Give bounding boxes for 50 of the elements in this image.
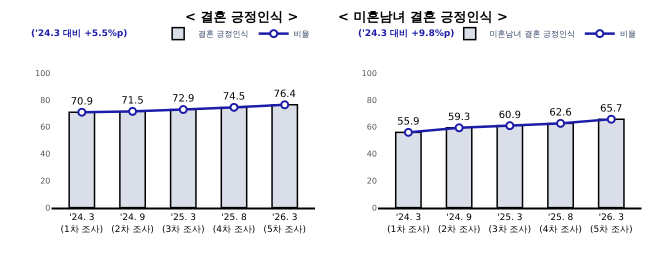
y-tick-label: 80 [40, 96, 50, 105]
point [230, 102, 238, 112]
data-label: 72.9 [172, 94, 194, 105]
x-tick-label: '24. 3 (1차 조사) [387, 213, 430, 235]
point [505, 121, 514, 130]
x-tick-label: '24. 3 (1차 조사) [60, 213, 104, 235]
legend-label: 미혼남녀 결혼 긍정인식 [490, 30, 575, 39]
point [128, 106, 138, 116]
y-tick-label: 60 [366, 122, 377, 132]
y-tick-label: 60 [40, 122, 50, 132]
y-tick-label: 20 [366, 176, 377, 186]
data-label: 55.9 [397, 116, 420, 128]
chart-title: < 결혼 긍정인식 > [185, 10, 298, 25]
x-tick-label: '26. 3 (5차 조사) [590, 213, 633, 235]
data-label: 76.4 [274, 88, 296, 100]
y-tick-label: 0 [372, 203, 377, 212]
text: ('24.3 대비 +9.8%p) [358, 29, 454, 39]
chart-title: < 미혼남녀 결혼 긍정인식 > [338, 10, 508, 25]
point [77, 108, 86, 117]
point [280, 100, 290, 110]
legend-label: 비율 [620, 30, 636, 39]
text: ('24.3 대비 +5.5%p) [31, 29, 128, 39]
data-label: 59.3 [448, 112, 470, 123]
point [606, 114, 616, 124]
x-tick-label: '25. 3 (3차 조사) [488, 213, 532, 235]
legend-label: 결혼 긍정인식 [198, 30, 249, 39]
x-tick-label: '26. 3 (5차 조사) [263, 213, 306, 235]
point [404, 128, 413, 137]
y-tick-label: 40 [366, 150, 377, 159]
point [454, 123, 464, 132]
y-tick-label: 100 [35, 68, 50, 78]
data-label: 65.7 [600, 103, 622, 114]
y-tick-label: 0 [45, 203, 50, 212]
x-tick-label: '25. 8 (4차 조사) [212, 213, 256, 235]
legend-label: 비율 [294, 30, 310, 39]
data-label: 62.6 [549, 107, 572, 118]
y-tick-label: 80 [366, 96, 377, 105]
data-label: 71.5 [121, 96, 144, 107]
data-label: 70.9 [70, 96, 93, 108]
point [178, 105, 188, 114]
data-label: 60.9 [498, 110, 521, 121]
y-tick-label: 40 [40, 150, 50, 159]
x-tick-label: '24. 9 (2차 조사) [111, 213, 154, 235]
data-label: 74.5 [222, 91, 246, 102]
point [556, 118, 566, 128]
y-tick-label: 100 [362, 68, 377, 78]
x-tick-label: '25. 8 (4차 조사) [539, 213, 582, 235]
x-tick-label: '25. 3 (3차 조사) [162, 213, 205, 235]
y-tick-label: 20 [40, 176, 50, 186]
x-tick-label: '24. 9 (2차 조사) [438, 213, 480, 235]
